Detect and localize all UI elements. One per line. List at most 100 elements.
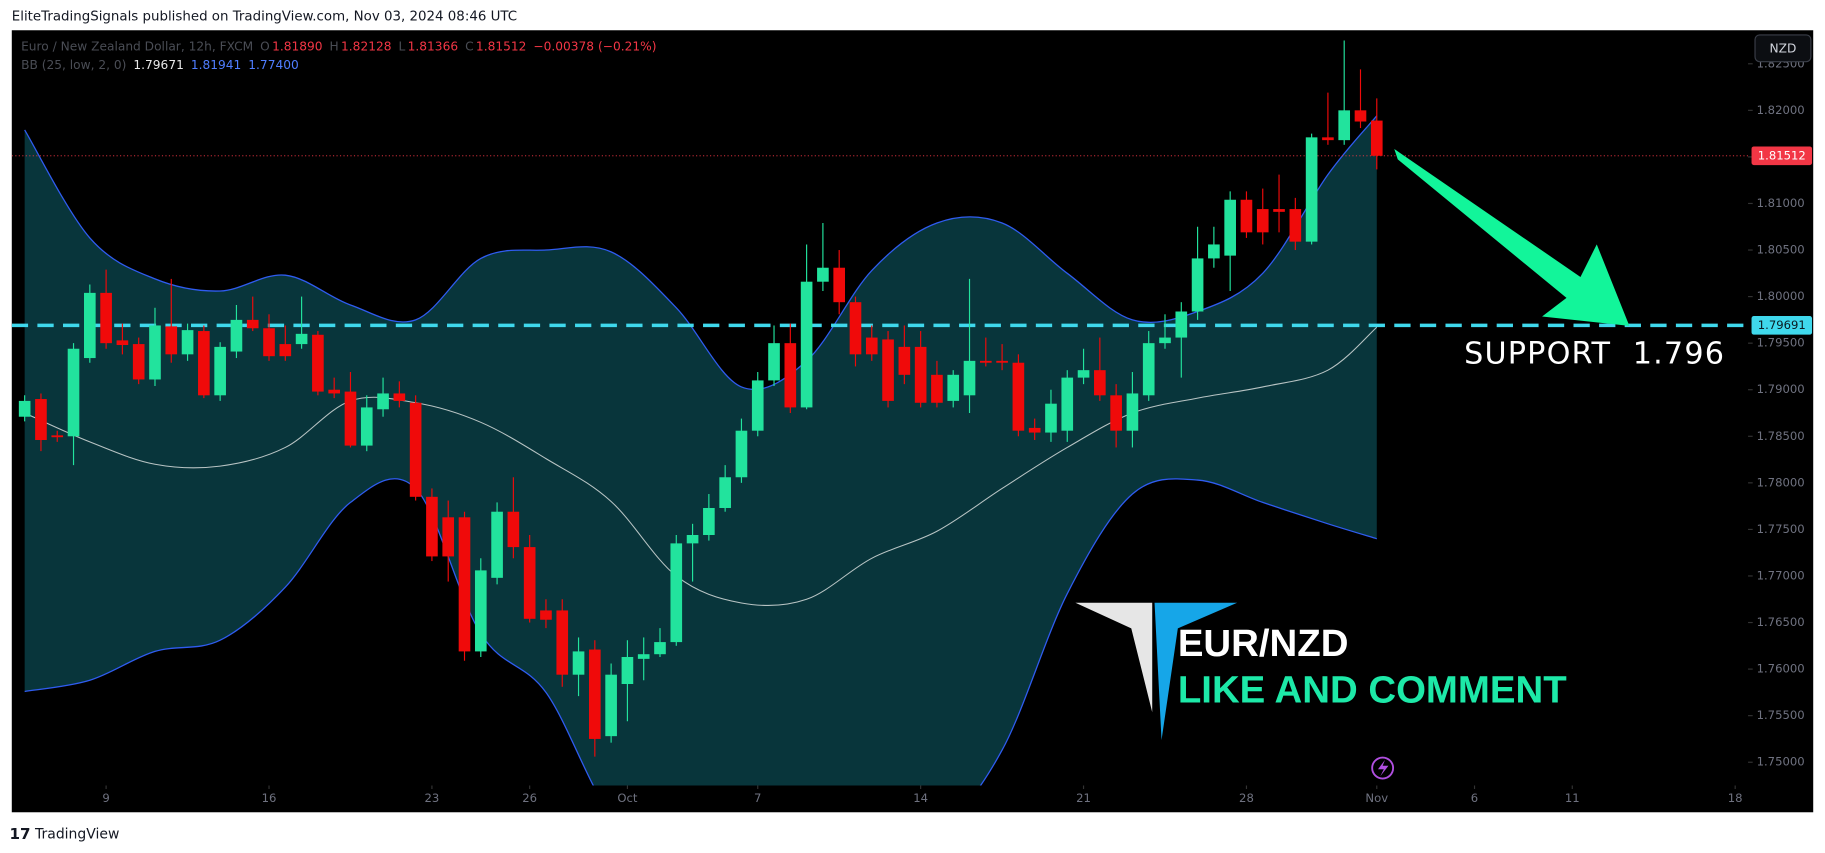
candle-body [1175, 311, 1188, 338]
candle-body [312, 334, 324, 392]
x-tick-label: Oct [617, 791, 638, 805]
candle-body [198, 331, 210, 396]
legend-line: Euro / New Zealand Dollar, 12h, FXCM O 1.8… [21, 39, 656, 53]
y-tick-label: 1.77000 [1757, 568, 1805, 582]
candle-body [931, 374, 943, 403]
candle-body [230, 319, 243, 352]
bb-label: BB (25, low, 2, 0) [21, 58, 126, 72]
candle-body [751, 380, 764, 431]
overlay: NZD SUPPORT 1.796 EUR/NZD LIKE AND COMME… [1075, 34, 1812, 780]
legend-value: 1.81366 [408, 39, 458, 53]
candle-body [132, 344, 145, 380]
candle-body [246, 319, 259, 329]
support-label: 1.79691 [1758, 318, 1806, 332]
candle-body [1354, 110, 1367, 122]
x-tick-label: 28 [1239, 791, 1254, 805]
support-box [1751, 316, 1813, 335]
candle-body [1338, 110, 1351, 141]
candle-body [409, 402, 422, 497]
candle-body [84, 292, 96, 359]
bb-value: 1.77400 [248, 58, 298, 72]
logo-left [1075, 602, 1153, 713]
candle-body [800, 281, 813, 408]
x-tick-label: 16 [262, 791, 277, 805]
last-price-label: 1.81512 [1758, 148, 1806, 162]
y-tick-label: 1.80500 [1757, 243, 1805, 257]
candle-body [67, 348, 80, 437]
snapshot-icon[interactable] [1371, 756, 1395, 780]
candle-body [882, 339, 894, 401]
candle-body [35, 399, 47, 441]
candle-body [865, 337, 878, 355]
candle-body [214, 346, 226, 396]
y-tick-label: 1.78000 [1757, 475, 1805, 489]
x-tick-label: 11 [1565, 791, 1580, 805]
y-tick-label: 1.76000 [1757, 662, 1805, 676]
candle-body [719, 477, 731, 508]
y-tick-label: 1.80000 [1757, 289, 1805, 303]
header: EliteTradingSignals published on Trading… [12, 9, 517, 24]
candle-body [344, 391, 357, 446]
candle-body [1256, 209, 1269, 233]
candle-body [442, 517, 455, 557]
candle-body [605, 674, 617, 737]
candle-body [784, 343, 797, 408]
candle-body [556, 610, 569, 675]
y-tick-label: 1.82000 [1757, 103, 1805, 117]
candle-body [572, 651, 585, 675]
candle-body [523, 547, 536, 619]
candle-body [426, 496, 438, 557]
plot-area [11, 40, 1749, 786]
candle-body [181, 330, 194, 355]
candle-body [768, 343, 780, 381]
candle-body [686, 534, 699, 544]
candle-body [18, 400, 31, 417]
legend-symbol: Euro / New Zealand Dollar, 12h, FXCM [21, 39, 253, 53]
bb-value: 1.81941 [191, 58, 241, 72]
legend-key: C [465, 39, 474, 53]
currency-button[interactable] [1754, 34, 1812, 63]
candle-body [963, 360, 976, 396]
candle-body [1045, 403, 1057, 433]
candle-body [670, 543, 683, 643]
footer: TradingView [34, 826, 119, 842]
snapshot-bolt [1377, 759, 1389, 777]
candle-body [833, 267, 846, 303]
support-annotation: SUPPORT 1.796 [1464, 336, 1725, 371]
candle-body [947, 374, 960, 401]
candle-body [1110, 395, 1122, 431]
candle-body [328, 389, 340, 394]
candle-body [393, 393, 406, 401]
band-fill [24, 115, 1377, 786]
candle-body [100, 292, 112, 344]
y-tick-label: 1.79500 [1757, 336, 1805, 350]
candle-body [898, 346, 911, 375]
candle-body [849, 302, 862, 355]
currency-label: NZD [1770, 41, 1797, 55]
candle-body [1224, 199, 1236, 256]
logo-right [1154, 602, 1238, 741]
candle-body [1061, 377, 1074, 431]
y-tick-label: 1.75000 [1757, 755, 1805, 769]
legend-key: O [260, 39, 270, 53]
candle-body [1077, 370, 1090, 378]
candle-body [540, 610, 552, 620]
candle-body [116, 340, 129, 346]
candle-body [1142, 343, 1155, 396]
pair-annotation: EUR/NZD [1178, 622, 1349, 665]
candle-body [263, 328, 275, 357]
candle-body [51, 435, 64, 438]
candle-body [1370, 120, 1383, 156]
legend-value: 1.81890 [272, 39, 322, 53]
band-middle [24, 326, 1378, 606]
candle-body [979, 360, 992, 363]
y-tick-label: 1.75500 [1757, 708, 1805, 722]
candle-body [1273, 209, 1285, 212]
y-tick-label: 1.78500 [1757, 429, 1805, 443]
candle-body [817, 267, 829, 282]
candle-body [703, 507, 715, 535]
candle-body [474, 570, 487, 652]
last-price-box [1751, 146, 1813, 166]
